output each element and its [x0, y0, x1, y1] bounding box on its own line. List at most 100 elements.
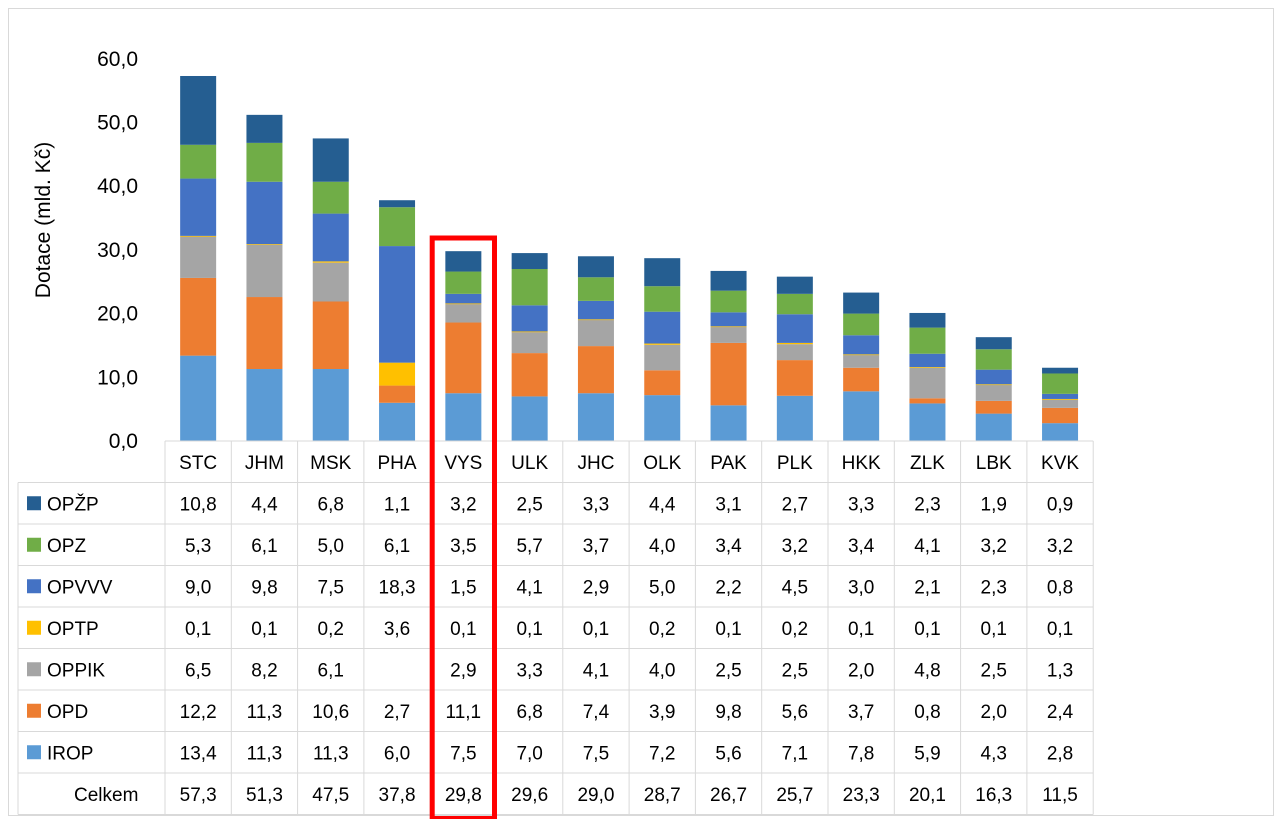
data-label: 3,1 — [715, 494, 741, 515]
data-label: 7,5 — [318, 577, 344, 598]
y-tick-label: 10,0 — [97, 366, 138, 389]
data-label: 2,0 — [848, 660, 874, 681]
data-label: 2,2 — [715, 577, 741, 598]
x-tick-label: PHA — [378, 453, 417, 474]
bar-segment — [975, 413, 1012, 441]
bar-segment — [776, 276, 813, 294]
bar-segment — [975, 369, 1012, 385]
bar-segment — [644, 344, 681, 371]
data-label: 2,3 — [914, 494, 940, 515]
data-label: 5,3 — [185, 536, 211, 557]
y-tick-label: 50,0 — [97, 112, 138, 135]
bar-segment — [644, 286, 681, 312]
data-label: 3,7 — [848, 702, 874, 723]
data-label: 0,1 — [715, 619, 741, 640]
data-label: 9,8 — [251, 577, 277, 598]
bar-segment — [776, 360, 813, 396]
bar-segment — [909, 353, 946, 368]
data-label: 3,4 — [715, 536, 742, 557]
y-tick-label: 40,0 — [97, 175, 138, 198]
total-label: 25,7 — [776, 785, 813, 806]
bar-segment — [843, 355, 880, 368]
bar-segment — [710, 290, 747, 313]
data-label: 6,5 — [185, 660, 211, 681]
bar-segment — [843, 313, 880, 336]
bar-segment — [246, 297, 283, 370]
data-label: 1,9 — [981, 494, 1007, 515]
data-label: 9,0 — [185, 577, 211, 598]
bar-segment — [843, 335, 880, 355]
bar-segment — [1042, 423, 1079, 441]
bar-segment — [180, 235, 217, 237]
data-label: 18,3 — [379, 577, 416, 598]
bar-segment — [644, 370, 681, 396]
bar-segment — [511, 253, 548, 270]
total-label: 57,3 — [180, 785, 217, 806]
bar-segment — [246, 244, 283, 245]
data-label: 4,4 — [251, 494, 278, 515]
bar-segment — [511, 396, 548, 441]
data-label: 4,1 — [516, 577, 542, 598]
legend-label: OPTP — [47, 619, 99, 640]
legend-swatch — [27, 620, 41, 635]
legend-swatch — [27, 496, 41, 511]
data-label: 5,6 — [715, 743, 741, 764]
data-label: 3,6 — [384, 619, 410, 640]
data-label: 2,0 — [981, 702, 1007, 723]
y-tick-label: 0,0 — [109, 430, 138, 453]
bar-segment — [577, 277, 614, 301]
bar-segment — [379, 402, 416, 441]
data-label: 2,5 — [782, 660, 808, 681]
bar-segment — [180, 178, 217, 236]
data-label: 5,9 — [914, 743, 940, 764]
data-label: 5,0 — [318, 536, 344, 557]
bar-segment — [644, 311, 681, 344]
bar-segment — [577, 346, 614, 394]
data-label: 11,3 — [247, 743, 283, 764]
bar-segment — [312, 261, 349, 263]
data-label: 5,6 — [782, 702, 808, 723]
bar-segment — [909, 367, 946, 368]
data-label: 4,8 — [914, 660, 940, 681]
x-tick-label: LBK — [976, 453, 1012, 474]
data-label: 3,9 — [649, 702, 675, 723]
bar-segment — [312, 262, 349, 302]
x-tick-label: VYS — [444, 453, 482, 474]
y-tick-label: 30,0 — [97, 239, 138, 262]
legend-label: IROP — [47, 743, 93, 764]
data-label: 0,1 — [251, 619, 277, 640]
bar-segment — [312, 181, 349, 214]
data-label: 2,9 — [583, 577, 609, 598]
totals-label: Celkem — [74, 785, 138, 806]
legend-swatch — [27, 703, 41, 718]
bar-segment — [1042, 399, 1079, 408]
data-label: 7,4 — [583, 702, 610, 723]
data-label: 10,6 — [312, 702, 349, 723]
bar-segment — [180, 236, 217, 278]
bar-segment — [312, 301, 349, 370]
bar-segment — [776, 395, 813, 441]
data-label: 0,8 — [914, 702, 940, 723]
data-label: 4,5 — [782, 577, 808, 598]
bar-segment — [710, 326, 747, 343]
bar-segment — [776, 314, 813, 343]
data-label: 5,0 — [649, 577, 675, 598]
y-axis-ticks: 0,0 10,0 20,0 30,0 40,0 50,0 60,0 — [97, 48, 138, 453]
bar-segment — [379, 362, 416, 386]
data-label: 4,3 — [981, 743, 1007, 764]
y-tick-label: 20,0 — [97, 303, 138, 326]
x-tick-label: PAK — [710, 453, 747, 474]
total-label: 26,7 — [710, 785, 747, 806]
data-label: 0,8 — [1047, 577, 1073, 598]
bar-segment — [180, 277, 217, 356]
data-label: 6,8 — [318, 494, 344, 515]
bar-segment — [644, 343, 681, 345]
bar-segment — [246, 181, 283, 245]
data-label: 7,8 — [848, 743, 874, 764]
bar-segment — [776, 344, 813, 361]
bar-segment — [909, 403, 946, 441]
legend-label: OPD — [47, 702, 88, 723]
data-label: 2,5 — [516, 494, 542, 515]
data-label: 11,3 — [313, 743, 349, 764]
bar-segment — [511, 305, 548, 332]
